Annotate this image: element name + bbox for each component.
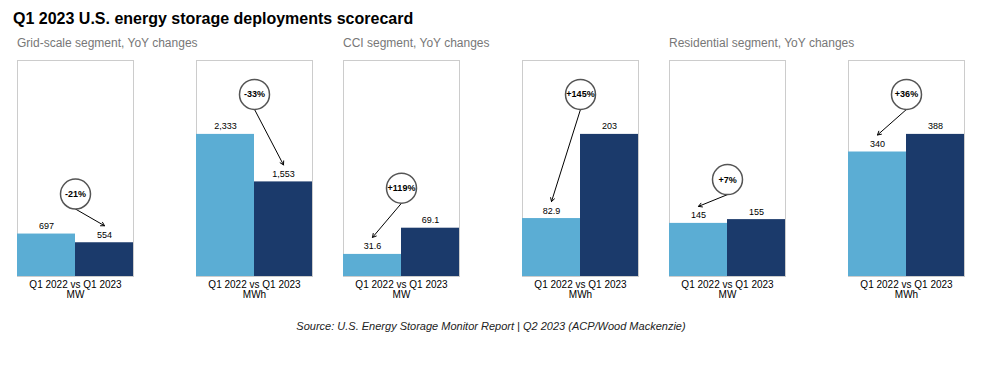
html-text:Residential segment, YoY chang: Residential segment, YoY changes — [669, 36, 855, 50]
svg-text:Q1 2022 vs Q1 2023MWh: Q1 2022 vs Q1 2023MWh — [860, 279, 953, 300]
svg-text:388: 388 — [928, 121, 943, 131]
svg-text:+7%: +7% — [718, 174, 736, 184]
svg-text:+36%: +36% — [895, 89, 918, 99]
svg-text:Q1 2022 vs Q1 2023MW: Q1 2022 vs Q1 2023MW — [355, 279, 448, 300]
svg-text:Q1 2022 vs Q1 2023MWh: Q1 2022 vs Q1 2023MWh — [534, 279, 627, 300]
html-text:CCI segment, YoY changes: CCI segment, YoY changes — [343, 36, 490, 50]
svg-text:-21%: -21% — [65, 189, 86, 199]
svg-text:697: 697 — [39, 221, 54, 231]
svg-text:82.9: 82.9 — [543, 206, 561, 216]
html-text:Source: U.S. Energy Storage Mo: Source: U.S. Energy Storage Monitor Repo… — [296, 320, 686, 332]
svg-text:Q1 2022 vs Q1 2023MW: Q1 2022 vs Q1 2023MW — [681, 279, 774, 300]
svg-text:340: 340 — [870, 139, 885, 149]
svg-text:1,553: 1,553 — [272, 169, 295, 179]
svg-text:69.1: 69.1 — [422, 215, 440, 225]
svg-text:203: 203 — [602, 121, 617, 131]
svg-text:31.6: 31.6 — [364, 241, 382, 251]
html-text:Q1 2023 U.S. energy storage de: Q1 2023 U.S. energy storage deployments … — [13, 10, 414, 27]
svg-text:+119%: +119% — [388, 183, 416, 193]
svg-text:Q1 2022 vs Q1 2023MW: Q1 2022 vs Q1 2023MW — [29, 279, 122, 300]
svg-text:554: 554 — [97, 230, 112, 240]
svg-text:155: 155 — [749, 207, 764, 217]
svg-text:Q1 2022 vs Q1 2023MWh: Q1 2022 vs Q1 2023MWh — [208, 279, 301, 300]
svg-text:-33%: -33% — [244, 89, 265, 99]
svg-text:+145%: +145% — [566, 89, 594, 99]
svg-text:2,333: 2,333 — [214, 121, 237, 131]
svg-text:145: 145 — [691, 210, 706, 220]
html-text:Grid-scale segment, YoY change: Grid-scale segment, YoY changes — [17, 36, 198, 50]
